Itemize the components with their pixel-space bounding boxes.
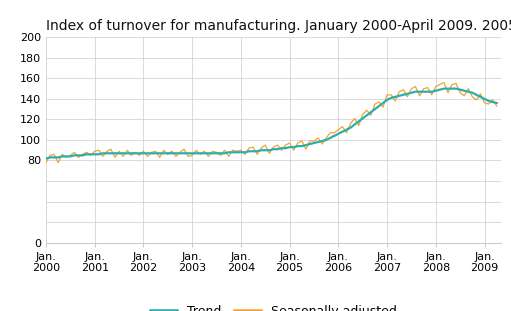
Text: Index of turnover for manufacturing. January 2000-April 2009. 2005=100: Index of turnover for manufacturing. Jan…	[46, 19, 511, 33]
Legend: Trend, Seasonally adjusted: Trend, Seasonally adjusted	[145, 299, 402, 311]
